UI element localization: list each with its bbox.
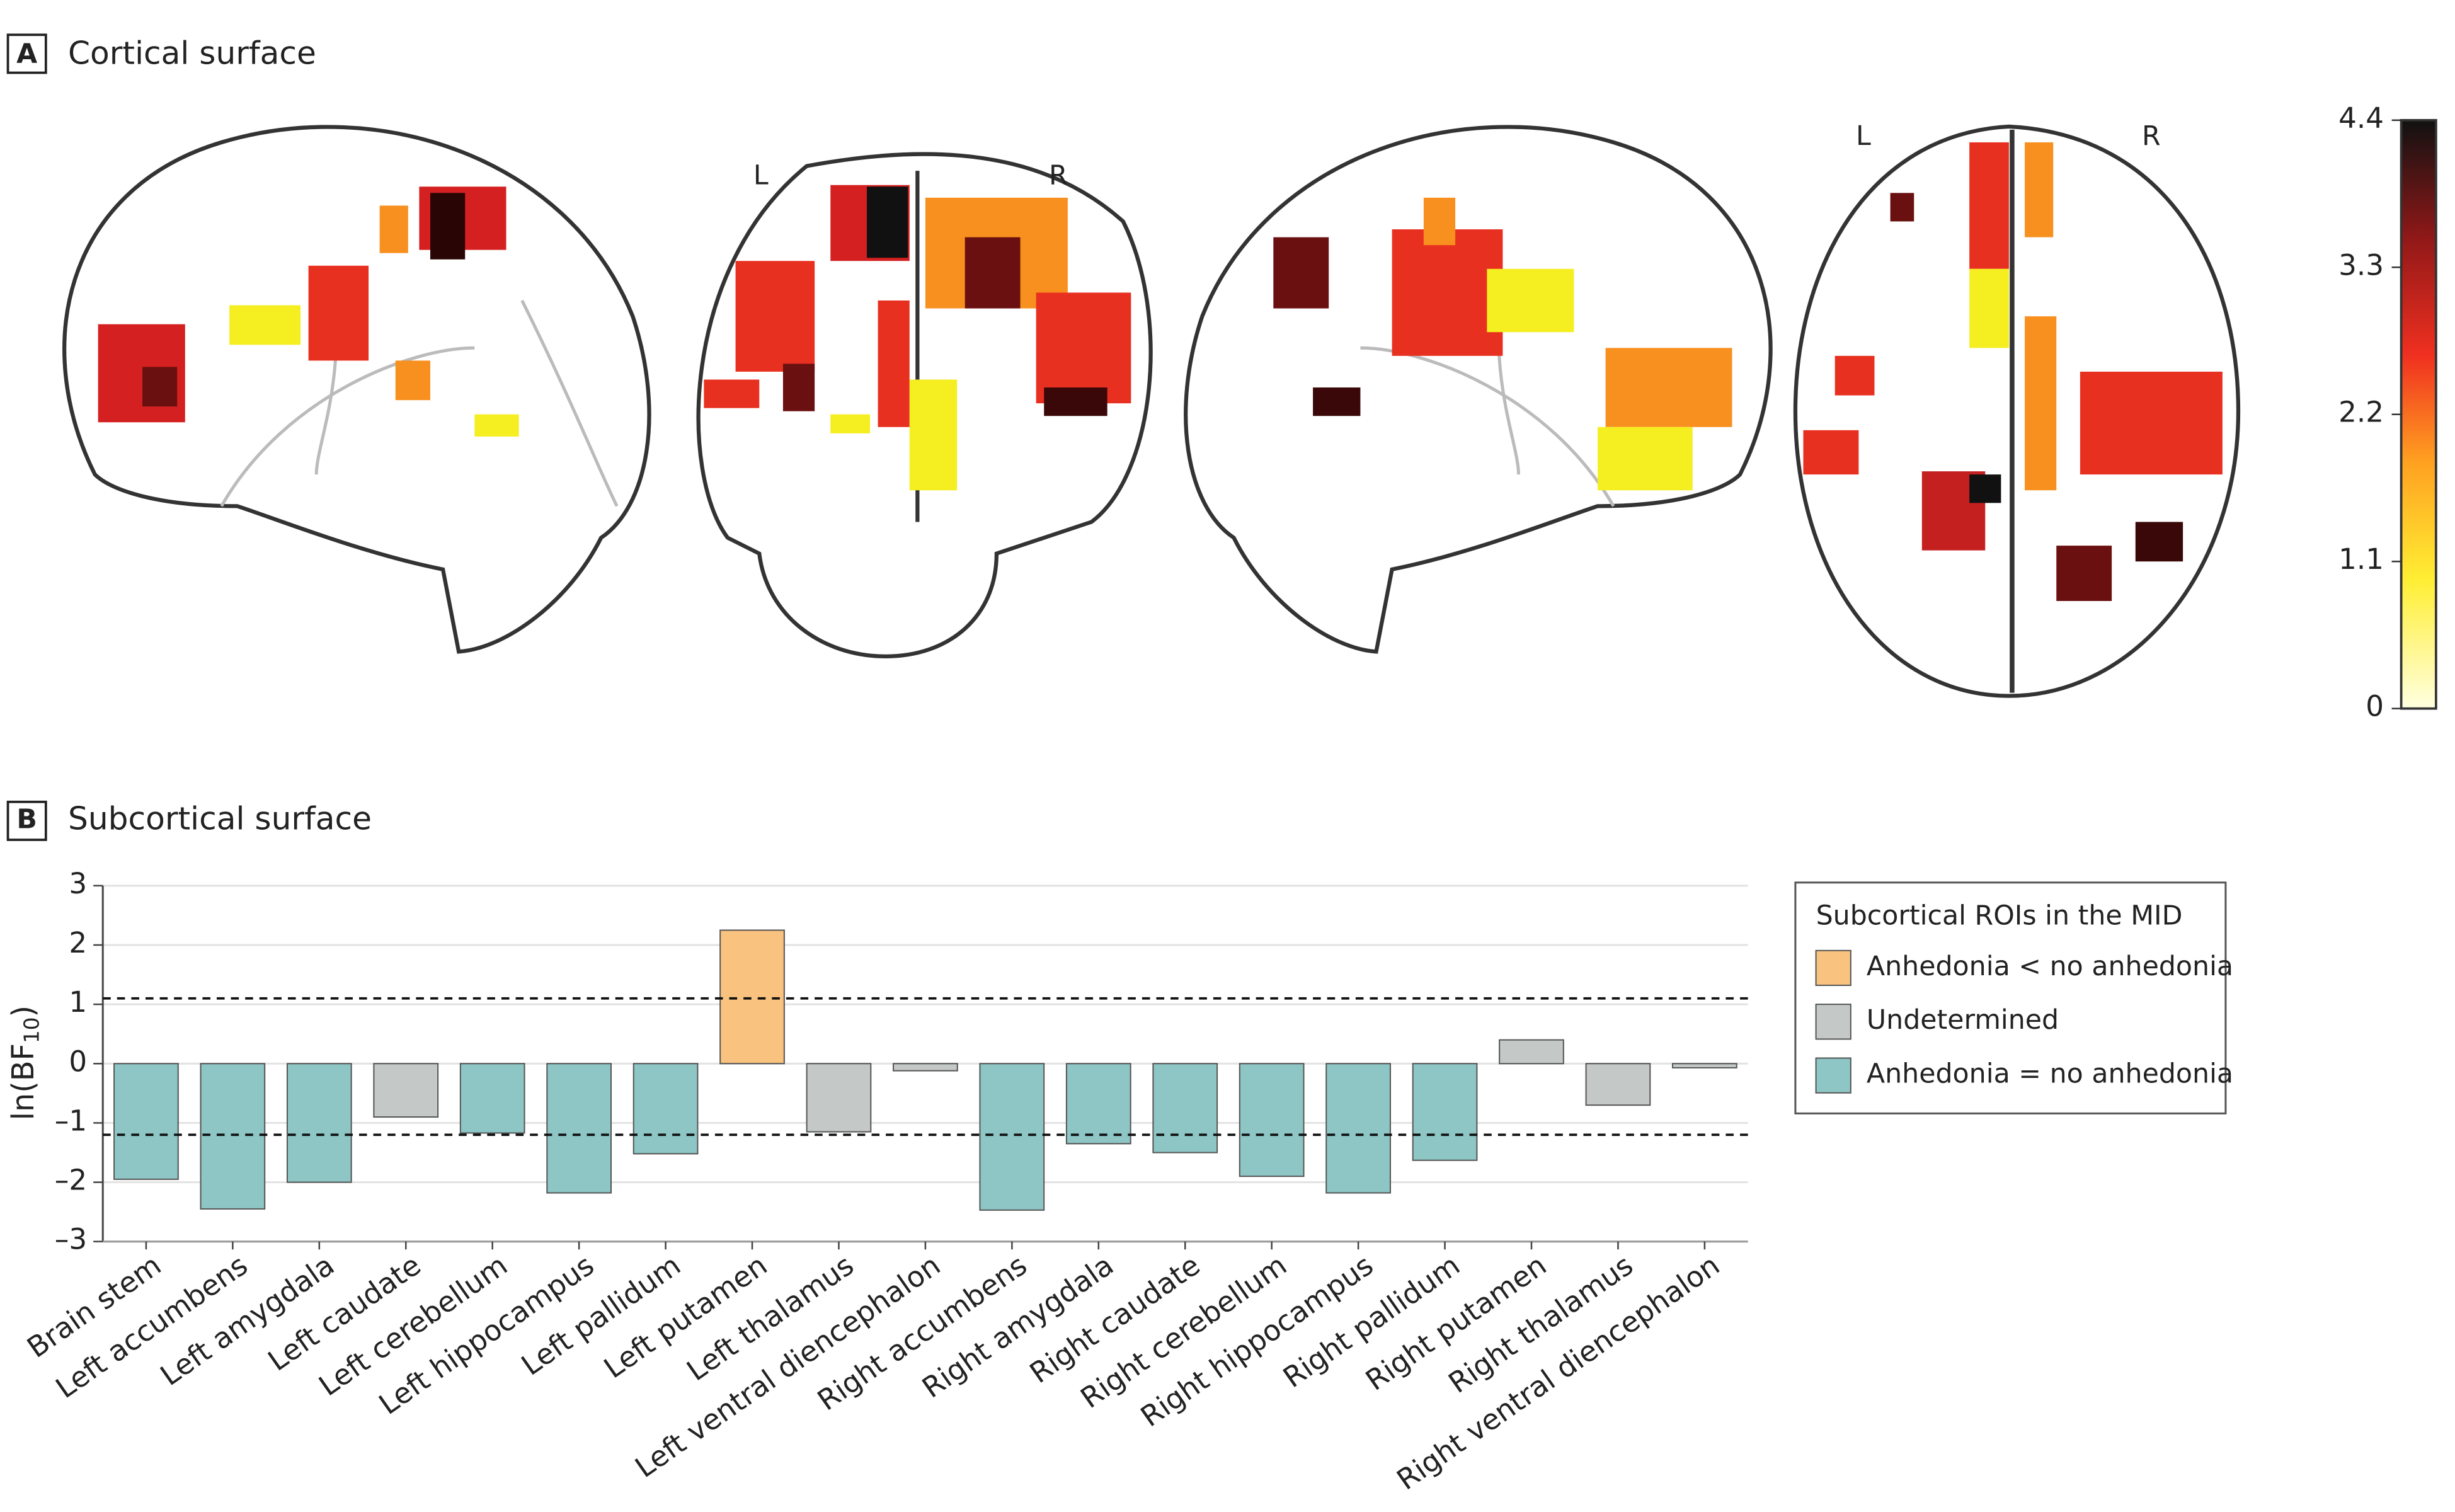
bar [979, 1063, 1045, 1211]
view-label: R [2142, 120, 2161, 152]
legend-box [1794, 881, 2227, 1114]
colorbar-ticks: 0 1.1 2.2 3.3 4.4 [2338, 101, 2401, 723]
bar [546, 1063, 612, 1194]
brain-sagittal-right [1184, 125, 1773, 654]
y-tick-label: 3 [69, 867, 87, 900]
bar [632, 1063, 699, 1155]
brain-coronal [696, 152, 1153, 658]
colorbar-tick-label: 3.3 [2338, 248, 2384, 282]
bar [113, 1063, 179, 1180]
panel-label-box [6, 33, 47, 74]
legend-label: Undetermined [1867, 1004, 2059, 1036]
legend-swatch [1815, 1057, 1851, 1094]
bar [1672, 1063, 1737, 1068]
brain-sagittal-left [62, 125, 651, 654]
y-tick-label: 1 [69, 985, 87, 1019]
legend-title: Subcortical ROIs in the MID [1816, 900, 2183, 932]
colorbar [2400, 118, 2437, 710]
panel-label: B [16, 803, 37, 835]
bar [200, 1063, 266, 1210]
view-label: R [1049, 160, 1068, 192]
legend-label: Anhedonia = no anhedonia [1867, 1058, 2233, 1090]
legend-swatch [1815, 1004, 1851, 1040]
bar [1239, 1063, 1305, 1177]
bar [459, 1063, 525, 1134]
bar [286, 1063, 352, 1183]
bar [1499, 1039, 1564, 1065]
legend: Anhedonia < no anhedonia Undetermined Anhe… [1815, 949, 2233, 1094]
bar [719, 929, 785, 1065]
legend-label: Anhedonia < no anhedonia [1867, 951, 2233, 982]
bar [373, 1063, 439, 1118]
bar [1585, 1063, 1651, 1106]
bar [893, 1063, 958, 1072]
bar [1065, 1063, 1131, 1145]
bar [806, 1063, 872, 1133]
y-tick-label: 0 [69, 1045, 87, 1078]
brain-axial [1793, 124, 2241, 698]
y-axis-label-part: ) [6, 1005, 41, 1017]
y-tick-label: –2 [55, 1164, 87, 1197]
y-tick-label: 2 [69, 926, 87, 959]
y-tick-label: –3 [55, 1223, 87, 1256]
colorbar-tick-label: 1.1 [2338, 542, 2384, 576]
bar [1152, 1063, 1218, 1154]
colorbar-tick-label: 4.4 [2338, 101, 2384, 135]
panel-title: Cortical surface [68, 34, 316, 71]
colorbar-tick-label: 0 [2366, 690, 2384, 723]
panel-label-box [6, 800, 47, 841]
bar [1412, 1063, 1478, 1161]
y-tick-label: –1 [55, 1104, 87, 1137]
legend-swatch [1815, 949, 1851, 987]
panel-title: Subcortical surface [68, 799, 372, 837]
y-axis-label-part: ln(BF [6, 1043, 41, 1120]
panel-label: A [16, 38, 37, 69]
y-axis-label-sub: 10 [20, 1017, 44, 1043]
bar [1325, 1063, 1391, 1194]
view-label: L [753, 160, 769, 192]
view-label: L [1856, 120, 1871, 152]
colorbar-tick-label: 2.2 [2338, 396, 2384, 429]
y-axis-label: ln(BF10) [6, 1005, 44, 1120]
